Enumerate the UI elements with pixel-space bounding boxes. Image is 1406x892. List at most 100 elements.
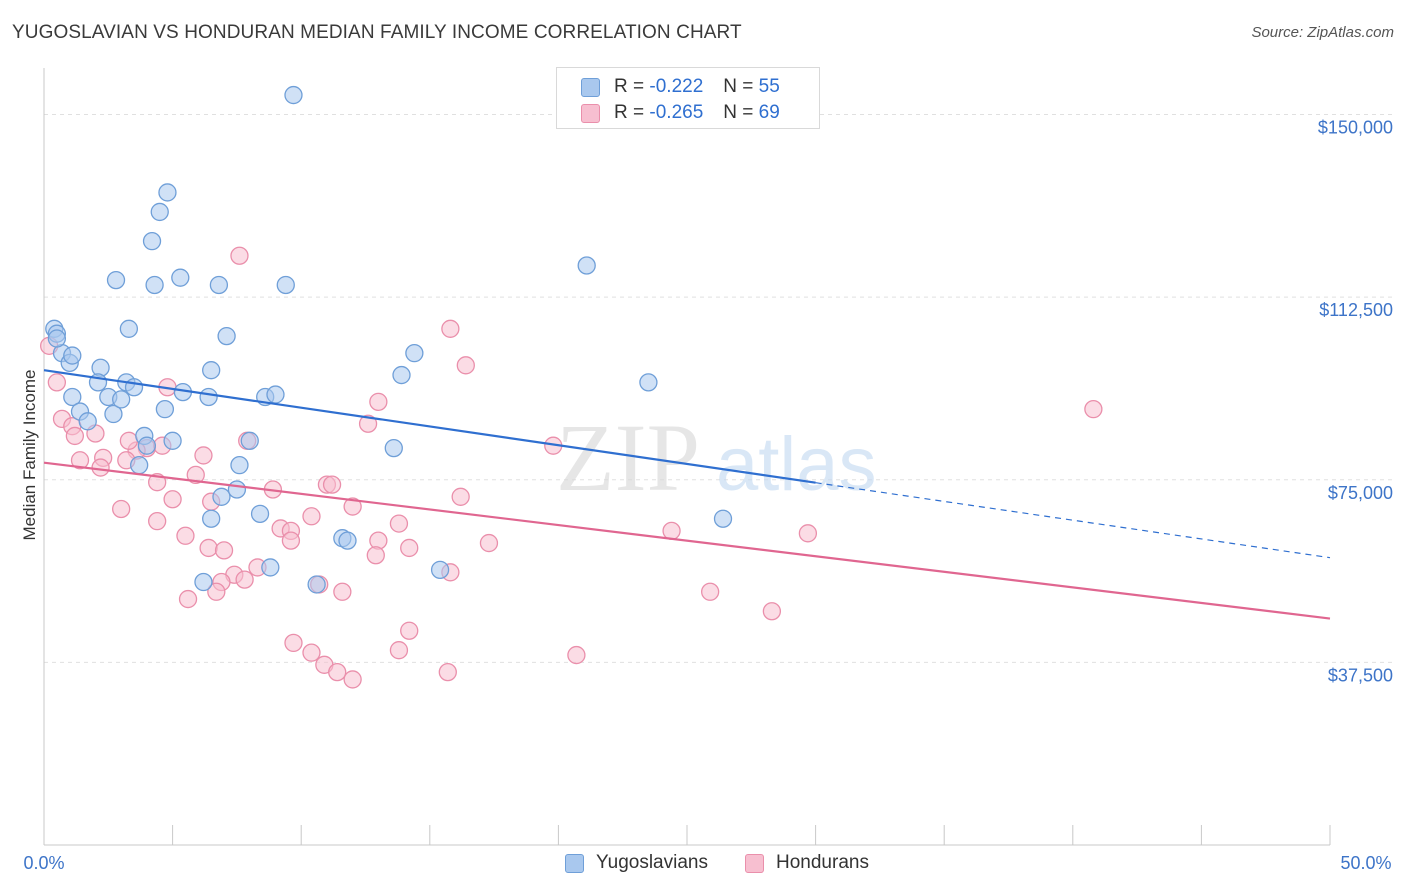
yugoslavians-point bbox=[47, 329, 67, 348]
hondurans-point bbox=[194, 446, 213, 465]
yugoslavians-point bbox=[142, 231, 162, 251]
r-label: R = bbox=[614, 102, 645, 123]
yugoslavians-point bbox=[227, 480, 247, 499]
legend-label: Hondurans bbox=[776, 852, 869, 873]
hondurans-point bbox=[176, 526, 195, 545]
y-axis-label: Median Family Income bbox=[20, 369, 39, 540]
legend-item-hondurans[interactable]: Hondurans bbox=[745, 852, 869, 874]
yugoslavians-point bbox=[106, 270, 126, 290]
yugoslavians-point bbox=[155, 399, 175, 419]
hondurans-point bbox=[1084, 399, 1103, 419]
hondurans-point bbox=[479, 533, 499, 553]
hondurans-point bbox=[567, 645, 586, 665]
hondurans-point bbox=[798, 524, 818, 543]
hondurans-point bbox=[328, 662, 347, 682]
yugoslavians-point bbox=[137, 436, 157, 455]
n-value: 55 bbox=[758, 76, 780, 97]
yugoslavians-point bbox=[230, 456, 249, 475]
r-label: R = bbox=[614, 76, 645, 97]
hondurans-point bbox=[47, 373, 67, 392]
hondurans-point bbox=[207, 582, 226, 601]
legend-label: Yugoslavians bbox=[596, 852, 708, 873]
watermark-atlas: atlas bbox=[716, 422, 877, 507]
yugoslavians-point bbox=[217, 326, 236, 346]
legend-item-yugoslavians[interactable]: Yugoslavians bbox=[565, 852, 708, 874]
hondurans-point bbox=[456, 356, 475, 375]
yugoslavians-point bbox=[212, 487, 231, 506]
hondurans-point bbox=[366, 546, 385, 565]
hondurans-point bbox=[112, 499, 131, 519]
hondurans-point bbox=[235, 570, 254, 589]
yugoslavians-point bbox=[202, 361, 221, 380]
yugoslavians-trend-extension bbox=[815, 482, 1331, 559]
hondurans-point bbox=[65, 426, 85, 446]
hondurans-point bbox=[302, 643, 321, 662]
hondurans-point bbox=[178, 589, 198, 609]
n-label: N = bbox=[723, 102, 754, 123]
trend-lines bbox=[43, 369, 1331, 620]
hondurans-point bbox=[333, 582, 352, 601]
hondurans-swatch bbox=[745, 853, 764, 873]
hondurans-point bbox=[186, 465, 205, 485]
correlation-legend: R = -0.222 N = 55 R = -0.265 N = 69 bbox=[556, 67, 820, 129]
axes bbox=[43, 68, 1331, 846]
yugoslavians-point bbox=[266, 385, 285, 404]
hondurans-point bbox=[91, 458, 110, 477]
chart-title: YUGOSLAVIAN VS HONDURAN MEDIAN FAMILY IN… bbox=[12, 22, 742, 43]
yugoslavians-point bbox=[145, 275, 164, 295]
yugoslavians-swatch bbox=[565, 853, 584, 873]
yugoslavians-point bbox=[392, 365, 411, 385]
yugoslavians-point bbox=[124, 378, 144, 397]
yugoslavians-point bbox=[405, 343, 424, 363]
r-value: -0.222 bbox=[649, 76, 704, 97]
hondurans-trend-line bbox=[43, 461, 1331, 620]
y-tick-label: $75,000 bbox=[1328, 483, 1393, 503]
yugoslavians-point bbox=[119, 319, 139, 338]
yugoslavians-point bbox=[150, 202, 169, 222]
hondurans-point bbox=[70, 451, 90, 470]
yugoslavians-point bbox=[78, 412, 97, 431]
yugoslavians-point bbox=[240, 431, 259, 450]
y-tick-label: $37,500 bbox=[1328, 665, 1393, 685]
yugoslavians-point bbox=[202, 509, 221, 528]
hondurans-point bbox=[389, 514, 409, 533]
hondurans-point bbox=[322, 475, 342, 494]
hondurans-point bbox=[441, 319, 460, 338]
series-yugoslavians-points bbox=[45, 85, 733, 594]
series-hondurans-points bbox=[39, 246, 1103, 689]
legend-row-hondurans: R = -0.265 N = 69 bbox=[581, 100, 780, 126]
hondurans-point bbox=[284, 633, 303, 653]
watermark-zip: ZIP bbox=[556, 404, 700, 511]
yugoslavians-point bbox=[338, 531, 357, 550]
legend-row-yugoslavians: R = -0.222 N = 55 bbox=[581, 74, 780, 100]
yugoslavians-swatch bbox=[581, 77, 600, 97]
hondurans-point bbox=[281, 531, 301, 550]
yugoslavians-point bbox=[163, 431, 182, 450]
yugoslavians-point bbox=[63, 346, 82, 365]
watermark: ZIP atlas bbox=[556, 404, 877, 511]
yugoslavians-point bbox=[284, 85, 303, 105]
yugoslavians-point bbox=[639, 373, 658, 392]
y-tick-labels: $37,500 $75,000 $112,500 $150,000 bbox=[1318, 118, 1393, 686]
yugoslavians-point bbox=[577, 256, 596, 275]
yugoslavians-point bbox=[384, 438, 403, 458]
hondurans-point bbox=[451, 487, 470, 506]
x-tick-label: 50.0% bbox=[1340, 853, 1391, 873]
yugoslavians-point bbox=[112, 390, 131, 409]
hondurans-point bbox=[163, 490, 182, 509]
yugoslavians-point bbox=[209, 275, 229, 295]
hondurans-point bbox=[343, 670, 362, 689]
x-tick-label: 0.0% bbox=[23, 853, 64, 873]
yugoslavians-point bbox=[261, 558, 280, 577]
yugoslavians-point bbox=[130, 456, 149, 475]
series-legend: Yugoslavians Hondurans bbox=[0, 852, 1406, 878]
yugoslavians-point bbox=[171, 268, 190, 287]
hondurans-point bbox=[148, 512, 167, 531]
x-tick-labels: 0.0% 50.0% bbox=[23, 853, 1391, 873]
hondurans-point bbox=[662, 521, 681, 541]
hondurans-point bbox=[343, 497, 362, 516]
yugoslavians-point bbox=[276, 275, 295, 295]
yugoslavians-point bbox=[430, 560, 450, 580]
hondurans-swatch bbox=[581, 103, 600, 123]
